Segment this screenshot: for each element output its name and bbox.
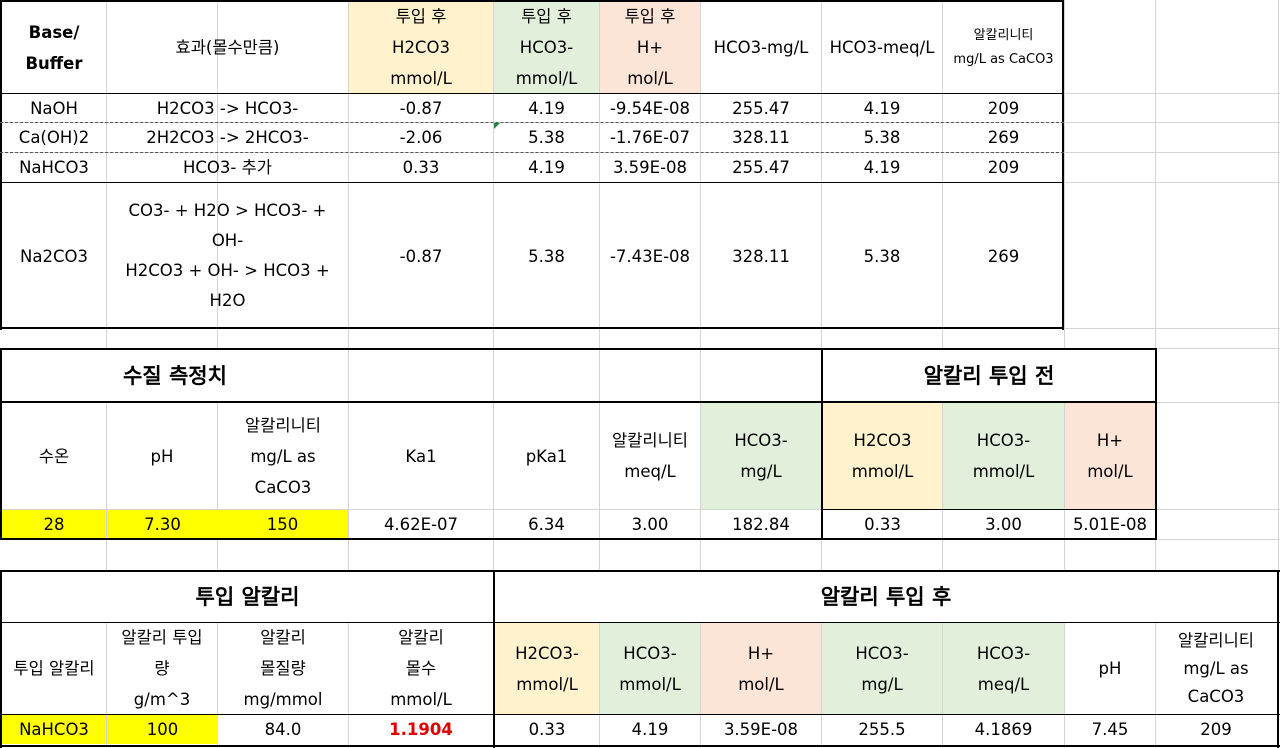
header-hco3-meql: HCO3-meq/L — [829, 38, 935, 57]
header-alkalinity: 알칼리니티 mg/L as CaCO3 — [953, 27, 1054, 67]
header-hco3-mgl-after: HCO3- mg/L — [822, 623, 942, 714]
header-hco3-mgl: HCO3-mg/L — [713, 38, 809, 57]
row-hco3-meql: 5.38 — [863, 246, 901, 266]
header-hco3-meql-after: HCO3- meq/L — [943, 623, 1064, 714]
value-hco3-mgl: 182.84 — [732, 514, 790, 534]
row-h: 3.59E-08 — [612, 158, 688, 177]
value-input-alkali: NaHCO3 — [2, 715, 106, 744]
row-hco3-mgl: 255.47 — [732, 158, 790, 177]
row-effect: 2H2CO3 -> 2HCO3- — [146, 128, 309, 147]
row-hco3: 4.19 — [528, 158, 565, 177]
row-base: Ca(OH)2 — [18, 128, 90, 147]
value-alkalinity: 150 — [217, 510, 348, 538]
before-alkali-title: 알칼리 투입 전 — [823, 350, 1155, 402]
header-hco3-after: 투입 후 HCO3- mmol/L — [494, 2, 599, 93]
value-alkalinity-meql: 3.00 — [631, 514, 669, 534]
header-alkali-dose: 알칼리 투입 량 g/m^3 — [121, 628, 203, 709]
row-hco3: 5.38 — [528, 128, 565, 147]
value-pka1: 6.34 — [528, 514, 565, 534]
row-h2co3: -0.87 — [399, 246, 443, 266]
row-hco3-meql: 5.38 — [863, 128, 901, 147]
value-ka1: 4.62E-07 — [383, 514, 459, 534]
header-ph-after: pH — [1098, 659, 1122, 678]
value-ph: 7.30 — [107, 510, 218, 538]
header-hco3-mgl: HCO3- mg/L — [701, 403, 821, 509]
row-h: -1.76E-07 — [609, 128, 691, 147]
row-effect: HCO3- 추가 — [183, 158, 272, 177]
value-ph-after: 7.45 — [1091, 720, 1129, 739]
row-alkalinity: 269 — [987, 246, 1020, 266]
cell-note-marker — [494, 123, 500, 129]
value-alkalinity-after: 209 — [1200, 720, 1232, 739]
value-h2co3-after: 0.33 — [528, 720, 566, 739]
header-alkalinity-after: 알칼리니티 mg/L as CaCO3 — [1178, 630, 1254, 706]
row-base: NaHCO3 — [19, 158, 89, 177]
row-hco3: 4.19 — [528, 98, 565, 118]
row-alkalinity: 269 — [987, 128, 1020, 147]
header-hco3-before: HCO3- mmol/L — [943, 403, 1064, 509]
value-h-after: 3.59E-08 — [723, 720, 799, 739]
value-h2co3-before: 0.33 — [864, 514, 901, 534]
row-base: NaOH — [30, 98, 78, 118]
header-h-after: 투입 후 H+ mol/L — [600, 2, 700, 93]
header-h-after: H+ mol/L — [701, 623, 821, 714]
header-effect: 효과(몰수만큼) — [175, 38, 280, 57]
row-h2co3: -2.06 — [399, 128, 443, 147]
value-alkali-moles: 1.1904 — [389, 720, 453, 739]
row-h2co3: 0.33 — [402, 158, 440, 177]
row-base: Na2CO3 — [20, 246, 88, 266]
value-hco3-before: 3.00 — [985, 514, 1022, 534]
row-hco3-mgl: 328.11 — [732, 246, 790, 266]
value-alkali-dose: 100 — [107, 715, 218, 744]
value-water-temp: 28 — [2, 510, 106, 538]
row-alkalinity: 209 — [987, 98, 1020, 118]
header-pka1: pKa1 — [525, 446, 568, 466]
header-water-temp: 수온 — [38, 446, 70, 466]
row-effect: CO3- + H2O > HCO3- + OH- H2CO3 + OH- > H… — [125, 201, 330, 310]
header-h2co3-before: H2CO3 mmol/L — [823, 403, 942, 509]
water-measurement-title: 수질 측정치 — [2, 350, 348, 402]
row-hco3-mgl: 255.47 — [732, 98, 790, 118]
header-h-before: H+ mol/L — [1065, 403, 1155, 509]
header-hco3-after: HCO3- mmol/L — [600, 623, 700, 714]
value-h-before: 5.01E-08 — [1072, 514, 1148, 534]
input-alkali-title: 투입 알칼리 — [2, 572, 493, 622]
row-hco3: 5.38 — [528, 246, 565, 266]
row-h: -9.54E-08 — [609, 98, 691, 118]
value-hco3-mgl-after: 255.5 — [858, 720, 906, 739]
value-molar-mass: 84.0 — [264, 720, 302, 739]
header-input-alkali: 투입 알칼리 — [13, 659, 95, 678]
row-effect: H2CO3 -> HCO3- — [156, 98, 299, 118]
header-ka1: Ka1 — [405, 446, 437, 466]
row-h: -7.43E-08 — [609, 246, 691, 266]
header-alkalinity: 알칼리니티 mg/L as CaCO3 — [245, 415, 321, 497]
header-molar-mass: 알칼리 몰질량 mg/mmol — [243, 628, 323, 709]
value-hco3-meql-after: 4.1869 — [974, 720, 1033, 739]
row-h2co3: -0.87 — [399, 98, 443, 118]
header-alkali-moles: 알칼리 몰수 mmol/L — [390, 628, 452, 709]
row-hco3-mgl: 328.11 — [732, 128, 790, 147]
header-base-buffer: Base/ Buffer — [25, 22, 83, 73]
row-hco3-meql: 4.19 — [863, 158, 901, 177]
after-alkali-title: 알칼리 투입 후 — [494, 572, 1278, 622]
row-hco3-meql: 4.19 — [863, 98, 901, 118]
header-h2co3-after: 투입 후 H2CO3 mmol/L — [349, 2, 493, 93]
header-ph: pH — [150, 446, 174, 466]
header-h2co3-after: H2CO3- mmol/L — [495, 623, 599, 714]
header-alkalinity-meql: 알칼리니티 meq/L — [612, 431, 688, 481]
value-hco3-after: 4.19 — [631, 720, 669, 739]
row-alkalinity: 209 — [987, 158, 1020, 177]
